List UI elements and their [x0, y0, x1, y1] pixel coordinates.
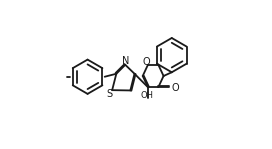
Text: OH: OH [140, 91, 153, 100]
Text: N: N [122, 56, 129, 66]
Text: S: S [106, 89, 113, 99]
Text: O: O [143, 57, 150, 67]
Text: O: O [171, 83, 179, 93]
